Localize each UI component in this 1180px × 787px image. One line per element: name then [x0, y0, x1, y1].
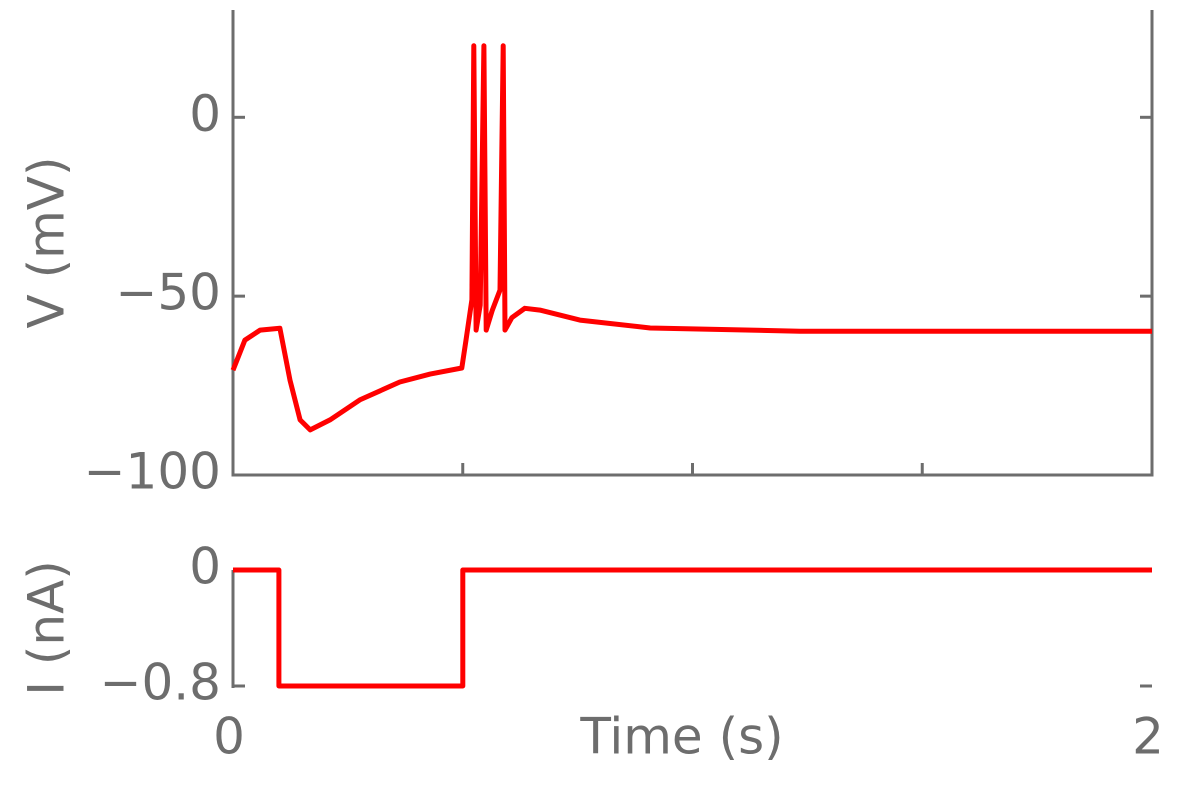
y-tick-label: 0 — [189, 85, 221, 143]
x-tick-label: 0 — [213, 708, 245, 766]
y-tick-label: −50 — [115, 264, 221, 322]
axis-frame — [231, 10, 1154, 477]
x-tick-label: 2 — [1132, 708, 1164, 766]
x-axis-label: Time (s) — [579, 708, 783, 766]
data-line — [230, 43, 1152, 433]
y-axis-label: I (nA) — [18, 560, 76, 696]
y-tick-label: −100 — [84, 443, 221, 501]
y-axis-label: V (mV) — [18, 156, 76, 328]
y-tick-label: 0 — [189, 538, 221, 596]
data-line — [233, 567, 1152, 689]
y-tick-label: −0.8 — [100, 654, 221, 712]
